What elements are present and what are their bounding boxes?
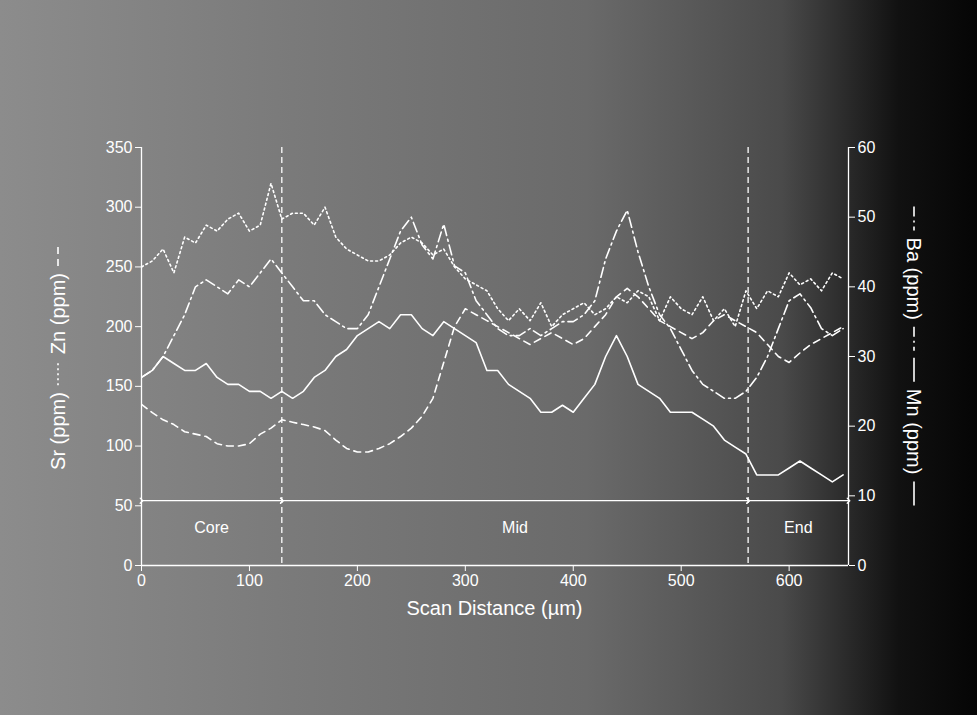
svg-text:50: 50 [858,208,876,225]
svg-text:50: 50 [115,497,133,514]
svg-text:100: 100 [106,437,133,454]
svg-text:20: 20 [858,417,876,434]
svg-text:Mid: Mid [502,519,528,536]
svg-text:Sr (ppm): Sr (ppm) [47,392,69,470]
svg-text:0: 0 [124,557,133,574]
svg-text:10: 10 [858,487,876,504]
svg-text:200: 200 [106,318,133,335]
svg-text:250: 250 [106,258,133,275]
svg-text:600: 600 [776,572,803,589]
svg-text:400: 400 [560,572,587,589]
svg-text:30: 30 [858,348,876,365]
svg-text:Ba (ppm): Ba (ppm) [903,238,925,320]
svg-text:300: 300 [452,572,479,589]
svg-text:0: 0 [137,572,146,589]
svg-text:Core: Core [194,519,229,536]
svg-text:Scan Distance (µm): Scan Distance (µm) [406,597,582,619]
svg-text:Zn (ppm): Zn (ppm) [47,273,69,354]
svg-text:200: 200 [344,572,371,589]
svg-text:0: 0 [858,557,867,574]
svg-text:40: 40 [858,278,876,295]
svg-text:End: End [784,519,812,536]
svg-text:350: 350 [106,139,133,156]
svg-text:500: 500 [668,572,695,589]
svg-text:60: 60 [858,139,876,156]
svg-text:300: 300 [106,198,133,215]
svg-text:150: 150 [106,377,133,394]
svg-text:Mn (ppm): Mn (ppm) [903,389,925,475]
svg-text:100: 100 [236,572,263,589]
